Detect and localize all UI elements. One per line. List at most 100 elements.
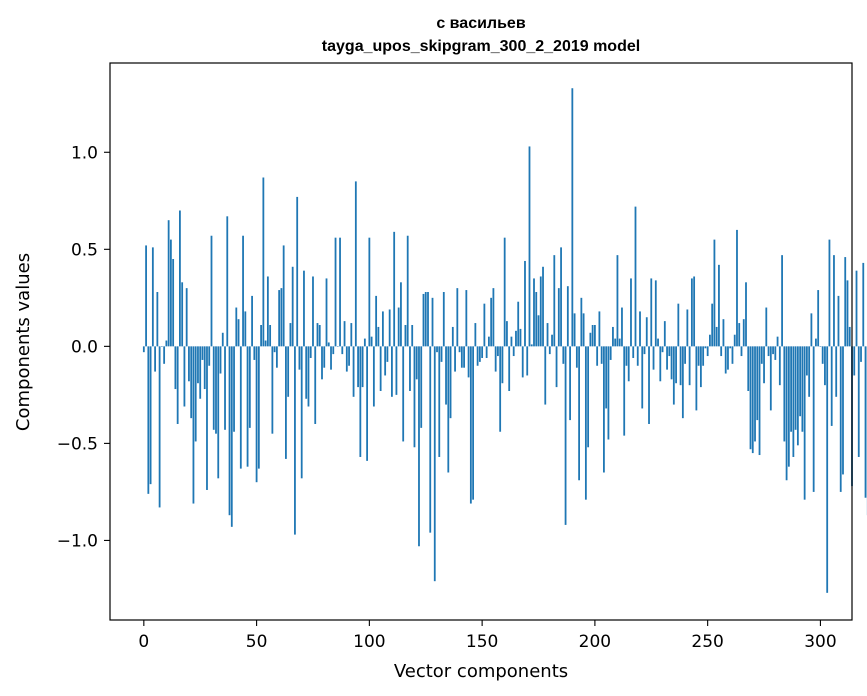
bar-series bbox=[142, 88, 867, 593]
bar bbox=[663, 321, 666, 347]
bar bbox=[388, 309, 391, 347]
bar bbox=[411, 325, 414, 347]
bar bbox=[641, 346, 644, 409]
bar bbox=[569, 346, 571, 421]
chart-subtitle: tayga_upos_skipgram_300_2_2019 model bbox=[322, 38, 640, 55]
bar bbox=[169, 239, 172, 347]
bar bbox=[158, 346, 161, 508]
bar bbox=[165, 340, 168, 347]
bar bbox=[451, 326, 454, 347]
bar bbox=[485, 346, 488, 358]
bar bbox=[684, 346, 686, 364]
bar bbox=[253, 346, 256, 360]
bar bbox=[226, 216, 229, 347]
bar bbox=[742, 319, 745, 347]
bar bbox=[215, 346, 217, 434]
bar bbox=[359, 346, 362, 457]
y-axis-label: Components values bbox=[13, 253, 34, 431]
bar bbox=[262, 177, 265, 347]
bar bbox=[544, 346, 547, 405]
bar bbox=[584, 346, 587, 500]
bar bbox=[465, 290, 468, 347]
bar bbox=[197, 346, 199, 384]
bar bbox=[697, 346, 700, 366]
x-tick-label: 200 bbox=[579, 632, 611, 652]
bar bbox=[442, 292, 445, 347]
bar bbox=[639, 311, 641, 347]
bar bbox=[842, 346, 844, 475]
bar bbox=[300, 346, 303, 479]
bar bbox=[296, 196, 299, 347]
bar bbox=[533, 278, 535, 347]
bar bbox=[339, 237, 341, 347]
bar bbox=[625, 346, 628, 366]
bar bbox=[190, 346, 193, 419]
bar bbox=[334, 237, 337, 347]
bar bbox=[645, 317, 648, 347]
bar bbox=[666, 346, 668, 370]
bar bbox=[693, 276, 696, 347]
bar bbox=[548, 346, 551, 355]
bar bbox=[699, 346, 702, 388]
bar bbox=[217, 346, 220, 479]
bar bbox=[815, 338, 817, 347]
bar bbox=[363, 338, 366, 347]
bar bbox=[271, 346, 274, 434]
bar bbox=[727, 346, 729, 370]
bar bbox=[555, 346, 558, 388]
bar bbox=[499, 346, 502, 432]
bar bbox=[467, 346, 470, 378]
bar bbox=[221, 332, 224, 347]
bar bbox=[248, 346, 251, 428]
bar bbox=[521, 346, 524, 378]
bar bbox=[557, 288, 560, 347]
bar bbox=[830, 346, 833, 426]
bar bbox=[864, 346, 867, 498]
x-tick-label: 250 bbox=[691, 632, 723, 652]
bar bbox=[720, 346, 723, 357]
bar bbox=[747, 346, 750, 391]
bar bbox=[287, 346, 290, 397]
bar bbox=[654, 280, 657, 347]
bar bbox=[681, 346, 684, 419]
bar bbox=[239, 346, 242, 469]
bar bbox=[835, 346, 838, 397]
bar bbox=[767, 346, 770, 357]
bar bbox=[738, 323, 741, 347]
bar bbox=[487, 336, 490, 347]
bar bbox=[560, 247, 562, 347]
bar bbox=[573, 313, 576, 347]
bar bbox=[456, 288, 459, 347]
bar bbox=[327, 342, 330, 347]
bar bbox=[348, 346, 350, 366]
bar bbox=[702, 346, 705, 366]
bar bbox=[438, 346, 441, 457]
bar bbox=[303, 270, 305, 347]
bar bbox=[609, 346, 612, 360]
bar bbox=[314, 346, 317, 424]
bar bbox=[612, 326, 614, 347]
bar bbox=[235, 307, 238, 347]
bar bbox=[447, 346, 450, 473]
bar bbox=[794, 346, 797, 430]
bar bbox=[384, 346, 387, 376]
bar bbox=[375, 295, 378, 347]
chart-title: с васильев bbox=[436, 15, 526, 32]
bar bbox=[255, 346, 258, 483]
bar bbox=[492, 288, 495, 347]
bar bbox=[325, 278, 328, 347]
bar bbox=[275, 346, 278, 368]
bar bbox=[321, 346, 323, 380]
bar bbox=[192, 346, 195, 504]
bar bbox=[506, 321, 508, 347]
bar bbox=[183, 346, 186, 407]
bar bbox=[345, 346, 348, 372]
bar bbox=[578, 346, 580, 481]
y-tick-label: 0.5 bbox=[71, 240, 98, 260]
bar bbox=[679, 346, 682, 386]
bar bbox=[722, 319, 725, 347]
bar bbox=[580, 297, 583, 347]
bar bbox=[756, 346, 759, 421]
bar bbox=[855, 270, 858, 347]
bar bbox=[219, 346, 222, 374]
